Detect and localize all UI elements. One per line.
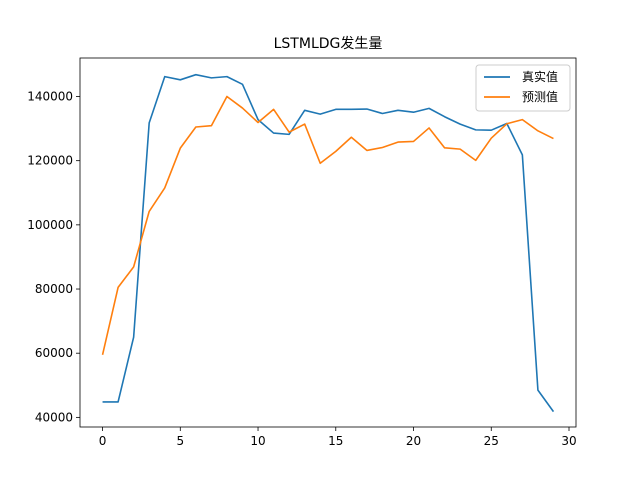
y-tick-label: 100000 [27,218,73,232]
x-tick-label: 0 [99,434,107,448]
x-axis: 0 5 10 15 20 25 30 [99,427,577,448]
y-tick-label: 120000 [27,154,73,168]
plot-frame [79,57,577,428]
y-axis: 40000 60000 80000 100000 120000 140000 [27,90,80,424]
legend-label: 真实值 [522,69,558,84]
x-tick-label: 10 [250,434,265,448]
plot-area [79,57,577,428]
y-tick-label: 40000 [35,410,73,424]
x-tick-label: 15 [328,434,343,448]
y-tick-label: 80000 [35,282,73,296]
series-line-1 [102,73,555,413]
y-tick-label: 140000 [27,90,73,104]
series-line-2 [101,95,554,355]
y-tick-label: 60000 [35,346,73,360]
x-tick-label: 25 [484,434,499,448]
x-tick-label: 20 [406,434,421,448]
chart-title: LSTMLDG发生量 [274,36,383,52]
x-tick-label: 30 [561,434,576,448]
series-group [101,73,555,413]
x-tick-label: 5 [176,434,184,448]
legend-label: 预测值 [522,89,558,104]
